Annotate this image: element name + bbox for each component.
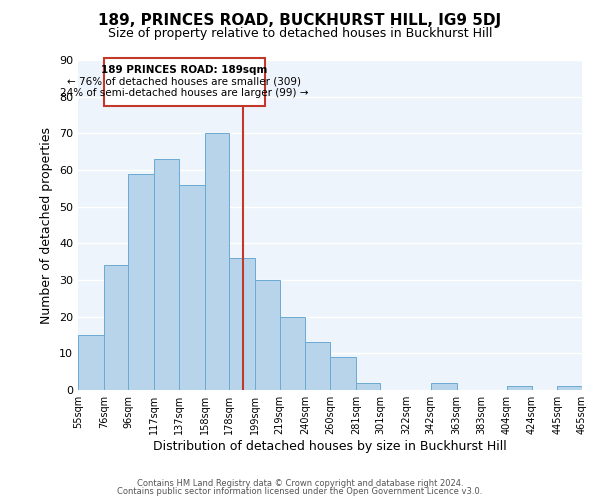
Bar xyxy=(78,335,104,390)
Bar xyxy=(507,386,532,390)
FancyBboxPatch shape xyxy=(104,58,265,106)
X-axis label: Distribution of detached houses by size in Buckhurst Hill: Distribution of detached houses by size … xyxy=(153,440,507,453)
Bar xyxy=(557,386,582,390)
Text: 189, PRINCES ROAD, BUCKHURST HILL, IG9 5DJ: 189, PRINCES ROAD, BUCKHURST HILL, IG9 5… xyxy=(98,12,502,28)
Bar xyxy=(104,266,128,390)
Text: Size of property relative to detached houses in Buckhurst Hill: Size of property relative to detached ho… xyxy=(108,28,492,40)
Bar xyxy=(280,316,305,390)
Bar xyxy=(431,382,457,390)
Text: 24% of semi-detached houses are larger (99) →: 24% of semi-detached houses are larger (… xyxy=(60,88,308,98)
Text: 189 PRINCES ROAD: 189sqm: 189 PRINCES ROAD: 189sqm xyxy=(101,65,268,75)
Text: Contains public sector information licensed under the Open Government Licence v3: Contains public sector information licen… xyxy=(118,487,482,496)
Bar xyxy=(330,357,356,390)
Bar xyxy=(305,342,330,390)
Text: Contains HM Land Registry data © Crown copyright and database right 2024.: Contains HM Land Registry data © Crown c… xyxy=(137,478,463,488)
Bar xyxy=(356,382,380,390)
Bar xyxy=(128,174,154,390)
Y-axis label: Number of detached properties: Number of detached properties xyxy=(40,126,53,324)
Text: ← 76% of detached houses are smaller (309): ← 76% of detached houses are smaller (30… xyxy=(67,76,301,86)
Bar xyxy=(179,184,205,390)
Bar xyxy=(229,258,255,390)
Bar xyxy=(205,134,229,390)
Bar xyxy=(255,280,280,390)
Bar xyxy=(154,159,179,390)
